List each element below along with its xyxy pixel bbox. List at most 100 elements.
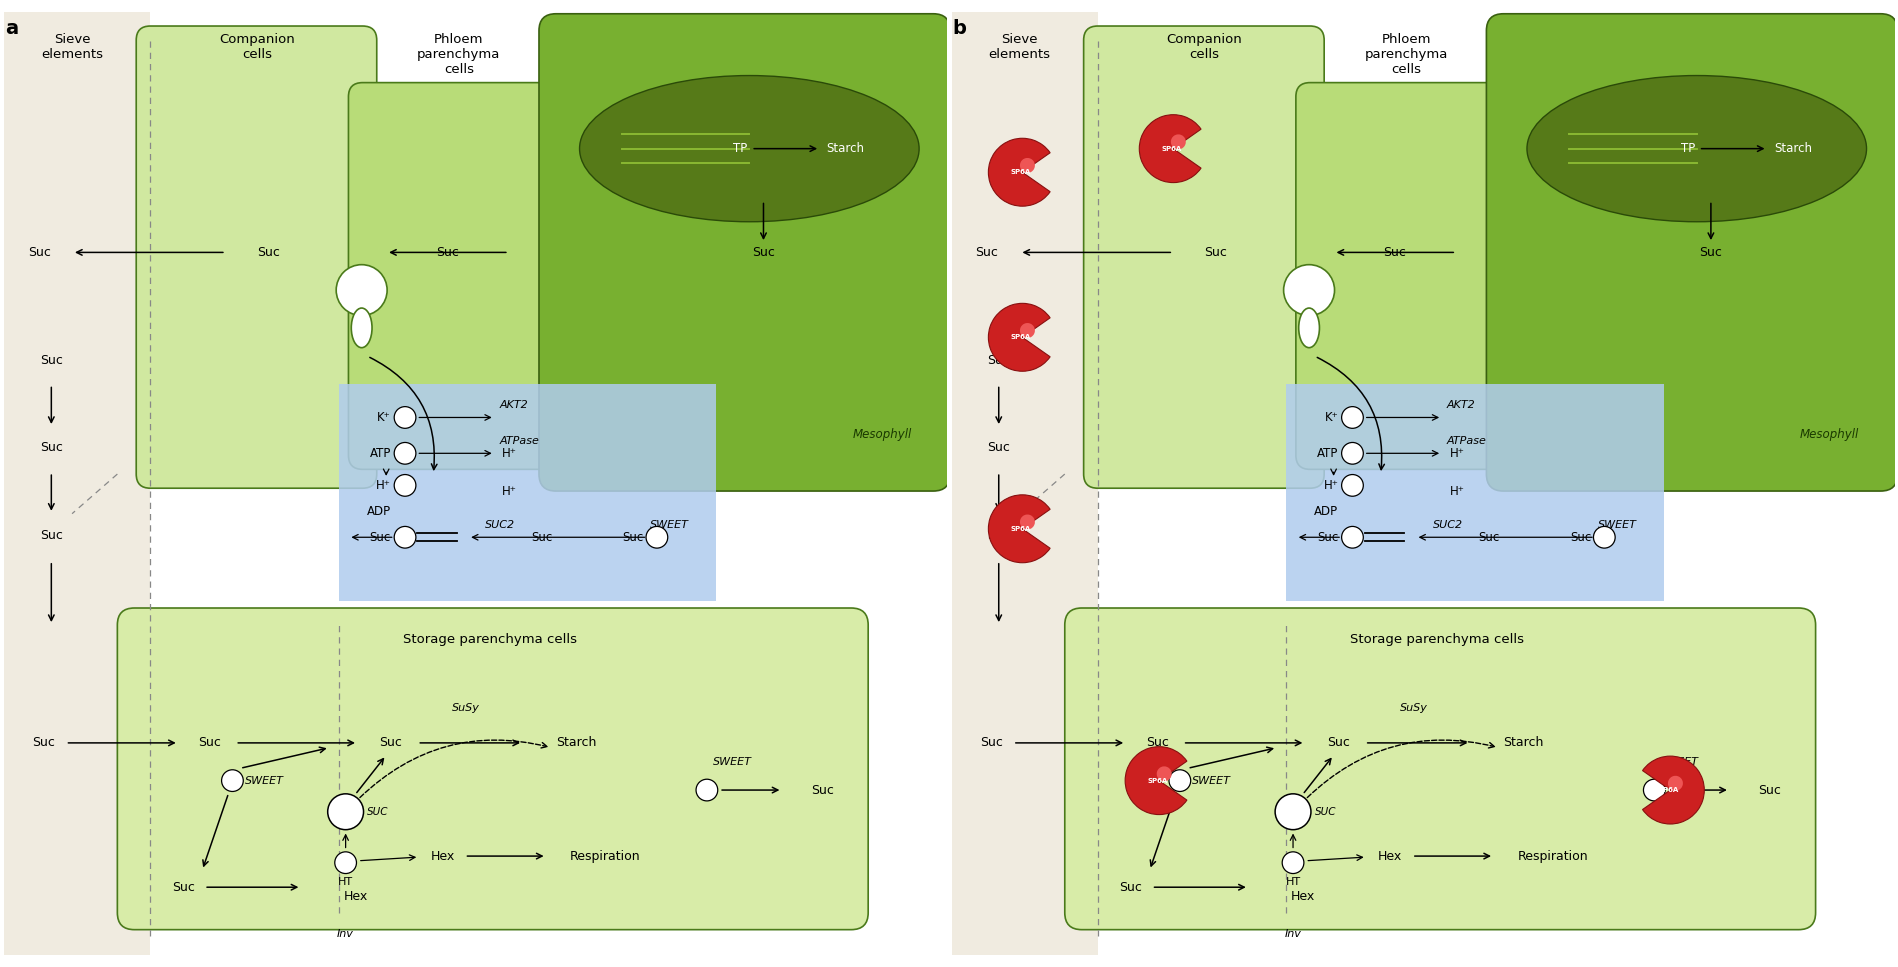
Text: Suc: Suc [623, 531, 643, 543]
Circle shape [395, 526, 416, 548]
Text: b: b [953, 19, 966, 39]
Text: HT: HT [1285, 876, 1300, 887]
FancyBboxPatch shape [118, 608, 867, 929]
Circle shape [336, 265, 387, 315]
Text: ADP: ADP [366, 506, 391, 518]
Text: Suc: Suc [380, 737, 402, 749]
Text: SWEET: SWEET [1596, 520, 1636, 530]
Text: Respiration: Respiration [1517, 850, 1587, 863]
Wedge shape [1139, 115, 1200, 183]
FancyBboxPatch shape [4, 12, 150, 955]
FancyBboxPatch shape [1084, 26, 1323, 488]
Text: Starch: Starch [1503, 737, 1543, 749]
Text: H⁺: H⁺ [501, 447, 516, 460]
FancyBboxPatch shape [951, 12, 1097, 955]
Circle shape [1592, 526, 1615, 548]
Text: Suc: Suc [173, 881, 195, 894]
Text: AKT2: AKT2 [1446, 400, 1475, 410]
Text: Inv: Inv [338, 929, 353, 939]
Circle shape [1340, 443, 1363, 464]
Circle shape [1169, 770, 1190, 791]
Text: AKT2: AKT2 [499, 400, 528, 410]
Text: Companion
cells: Companion cells [1165, 33, 1241, 61]
Wedge shape [1171, 134, 1184, 149]
Circle shape [1283, 265, 1334, 315]
Wedge shape [1124, 747, 1186, 814]
Text: Storage parenchyma cells: Storage parenchyma cells [402, 632, 577, 646]
Text: Starch: Starch [1773, 142, 1811, 155]
Circle shape [1281, 852, 1304, 873]
Text: ATPase: ATPase [1446, 436, 1486, 446]
Text: SUC2: SUC2 [1431, 520, 1461, 530]
Text: Sieve
elements: Sieve elements [989, 33, 1050, 61]
Text: Hex: Hex [344, 891, 368, 903]
Ellipse shape [1526, 75, 1866, 221]
Text: Suc: Suc [1203, 246, 1226, 259]
FancyBboxPatch shape [1285, 385, 1663, 601]
Text: ADP: ADP [1313, 506, 1338, 518]
FancyBboxPatch shape [1294, 82, 1517, 469]
Wedge shape [987, 304, 1050, 371]
Text: Phloem
parenchyma
cells: Phloem parenchyma cells [1365, 33, 1446, 75]
Text: Suc: Suc [1570, 531, 1591, 543]
FancyBboxPatch shape [347, 82, 569, 469]
Text: ATP: ATP [1315, 447, 1338, 460]
Circle shape [222, 770, 243, 791]
Text: H⁺: H⁺ [501, 484, 516, 498]
Text: TP: TP [733, 142, 748, 155]
Text: Companion
cells: Companion cells [218, 33, 294, 61]
Text: ATP: ATP [370, 447, 391, 460]
Text: SP6A: SP6A [1146, 777, 1167, 783]
Text: SWEET: SWEET [1659, 757, 1699, 767]
Text: TP: TP [1680, 142, 1695, 155]
Text: Suc: Suc [256, 246, 279, 259]
Text: Suc: Suc [370, 531, 391, 543]
FancyBboxPatch shape [1065, 608, 1814, 929]
Text: Suc: Suc [1317, 531, 1338, 543]
Text: Suc: Suc [1758, 783, 1780, 797]
Circle shape [1274, 794, 1310, 830]
Text: SWEET: SWEET [712, 757, 752, 767]
Text: Storage parenchyma cells: Storage parenchyma cells [1349, 632, 1524, 646]
Text: Suc: Suc [987, 441, 1010, 454]
Text: Suc: Suc [1327, 737, 1349, 749]
FancyBboxPatch shape [137, 26, 376, 488]
Text: Sieve
elements: Sieve elements [42, 33, 102, 61]
FancyBboxPatch shape [539, 14, 949, 491]
Circle shape [1340, 475, 1363, 496]
Text: Suc: Suc [40, 354, 63, 367]
Wedge shape [1642, 756, 1703, 824]
Wedge shape [1019, 514, 1034, 530]
Circle shape [334, 852, 357, 873]
Text: K⁺: K⁺ [378, 411, 391, 424]
Text: Mesophyll: Mesophyll [852, 428, 911, 441]
Wedge shape [987, 495, 1050, 563]
Text: Suc: Suc [987, 529, 1010, 542]
Text: Suc: Suc [987, 354, 1010, 367]
Text: SWEET: SWEET [649, 520, 689, 530]
Circle shape [395, 443, 416, 464]
Text: Suc: Suc [1699, 246, 1721, 259]
Ellipse shape [351, 308, 372, 348]
Circle shape [328, 794, 363, 830]
Text: H⁺: H⁺ [376, 479, 391, 492]
Text: ATPase: ATPase [499, 436, 539, 446]
Text: Suc: Suc [1144, 737, 1167, 749]
Text: Suc: Suc [40, 441, 63, 454]
Text: Suc: Suc [531, 531, 552, 543]
Text: SUC: SUC [366, 806, 389, 817]
Ellipse shape [1298, 308, 1319, 348]
Circle shape [1340, 526, 1363, 548]
Text: Phloem
parenchyma
cells: Phloem parenchyma cells [418, 33, 501, 75]
Text: H⁺: H⁺ [1448, 447, 1463, 460]
Text: a: a [6, 19, 19, 39]
Text: Suc: Suc [752, 246, 774, 259]
Text: Respiration: Respiration [569, 850, 640, 863]
Text: Suc: Suc [1118, 881, 1141, 894]
Text: Suc: Suc [976, 246, 998, 259]
Text: H⁺: H⁺ [1323, 479, 1338, 492]
Circle shape [1340, 407, 1363, 428]
Text: Starch: Starch [556, 737, 596, 749]
Text: SP6A: SP6A [1162, 146, 1181, 152]
Text: SUC2: SUC2 [486, 520, 514, 530]
